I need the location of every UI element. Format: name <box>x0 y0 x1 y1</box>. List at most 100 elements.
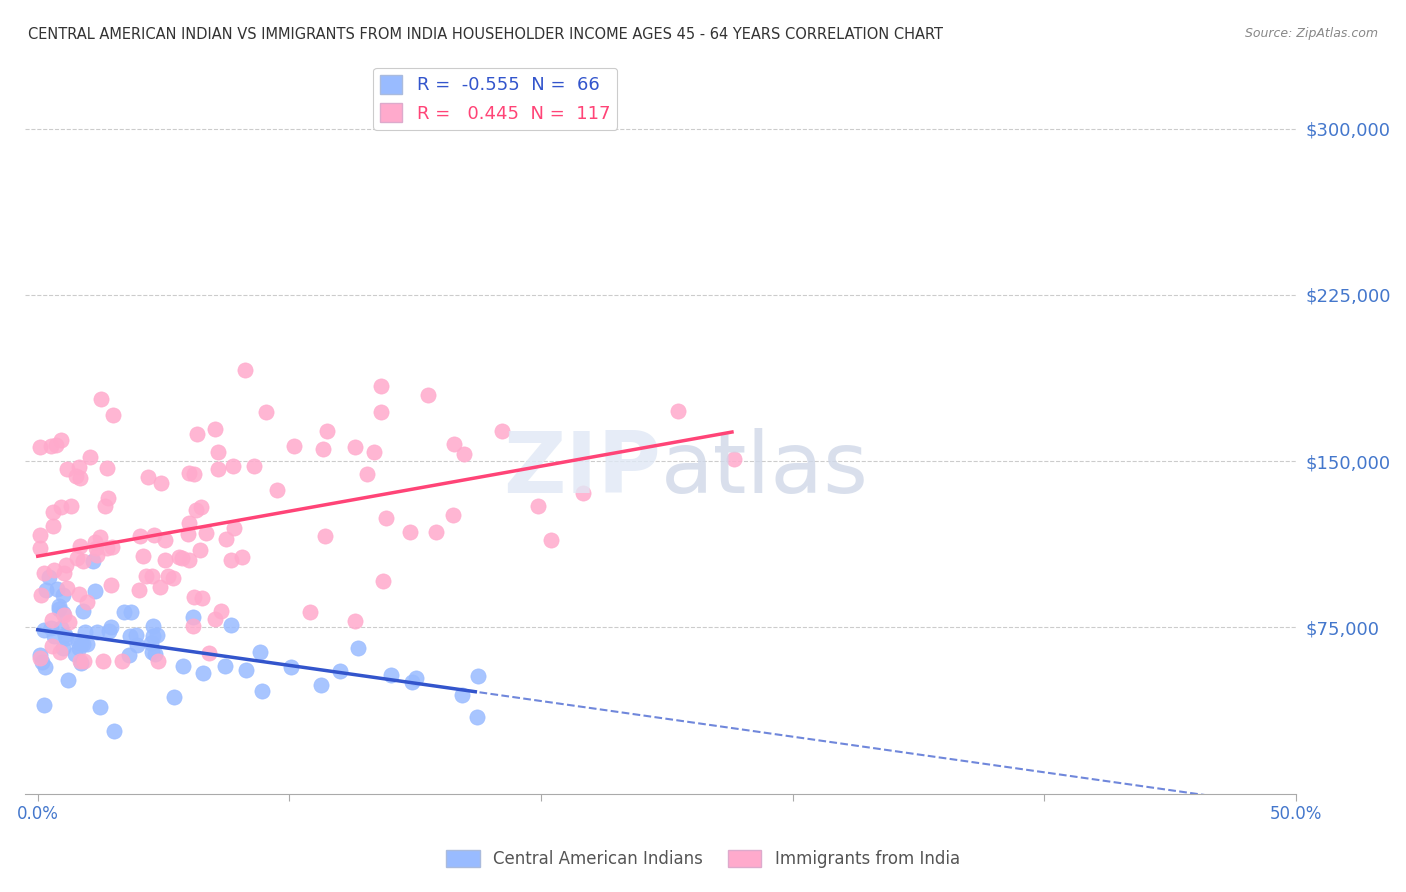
Point <box>90 392 112 407</box>
Point <box>398 524 420 539</box>
Point <box>233 363 256 377</box>
Point <box>42 505 65 519</box>
Point <box>67 587 90 601</box>
Point <box>69 539 91 553</box>
Point <box>120 629 142 643</box>
Text: Source: ZipAtlas.com: Source: ZipAtlas.com <box>1244 27 1378 40</box>
Point <box>224 521 246 535</box>
Point <box>35 582 58 597</box>
Point <box>45 582 67 596</box>
Legend: Central American Indians, Immigrants from India: Central American Indians, Immigrants fro… <box>440 843 966 875</box>
Point <box>51 621 73 635</box>
Point <box>55 558 77 572</box>
Point <box>120 605 142 619</box>
Point <box>243 459 266 474</box>
Point <box>94 499 117 513</box>
Point <box>572 485 595 500</box>
Point <box>30 648 52 662</box>
Point <box>181 610 204 624</box>
Point <box>84 583 107 598</box>
Point <box>66 635 89 649</box>
Point <box>72 554 94 568</box>
Point <box>52 641 75 656</box>
Text: atlas: atlas <box>661 428 869 511</box>
Point <box>235 663 257 677</box>
Text: CENTRAL AMERICAN INDIAN VS IMMIGRANTS FROM INDIA HOUSEHOLDER INCOME AGES 45 - 64: CENTRAL AMERICAN INDIAN VS IMMIGRANTS FR… <box>28 27 943 42</box>
Point <box>163 690 186 704</box>
Point <box>45 438 67 452</box>
Point <box>39 440 62 454</box>
Point <box>89 530 111 544</box>
Point <box>70 636 93 650</box>
Point <box>84 535 107 549</box>
Point <box>141 569 163 583</box>
Point <box>129 528 152 542</box>
Point <box>204 422 226 436</box>
Point <box>56 673 79 688</box>
Point <box>49 433 72 447</box>
Point <box>53 607 76 622</box>
Point <box>51 500 73 514</box>
Point <box>370 405 392 419</box>
Point <box>142 619 165 633</box>
Point <box>668 403 690 417</box>
Point <box>373 574 395 588</box>
Point <box>153 553 176 567</box>
Point <box>52 588 75 602</box>
Point <box>249 645 271 659</box>
Point <box>540 533 562 547</box>
Point <box>69 470 91 484</box>
Point <box>280 659 302 673</box>
Point <box>67 460 90 475</box>
Point <box>491 424 513 438</box>
Point <box>96 541 118 556</box>
Point <box>31 655 53 669</box>
Point <box>254 405 277 419</box>
Point <box>103 724 125 739</box>
Point <box>190 500 212 514</box>
Point <box>70 656 93 670</box>
Point <box>55 631 77 645</box>
Point <box>100 619 122 633</box>
Point <box>375 510 398 524</box>
Point <box>73 624 96 639</box>
Point <box>112 605 135 619</box>
Point <box>128 582 150 597</box>
Point <box>177 466 200 480</box>
Point <box>418 388 440 402</box>
Point <box>56 462 79 476</box>
Point <box>170 551 193 566</box>
Point <box>53 627 76 641</box>
Point <box>117 648 139 662</box>
Point <box>425 524 447 539</box>
Point <box>84 541 107 556</box>
Point <box>82 553 104 567</box>
Point <box>343 440 366 454</box>
Point <box>314 529 336 543</box>
Point <box>65 647 87 661</box>
Point <box>32 698 55 712</box>
Point <box>30 588 52 602</box>
Point <box>76 637 98 651</box>
Point <box>41 518 63 533</box>
Point <box>145 647 167 661</box>
Point <box>298 605 321 619</box>
Point <box>86 548 108 562</box>
Point <box>723 452 745 467</box>
Point <box>65 551 87 566</box>
Point <box>177 553 200 567</box>
Point <box>347 640 370 655</box>
Point <box>48 599 70 613</box>
Point <box>146 628 169 642</box>
Point <box>356 467 378 482</box>
Point <box>135 568 157 582</box>
Point <box>343 615 366 629</box>
Point <box>184 503 207 517</box>
Point <box>197 646 219 660</box>
Point <box>363 445 385 459</box>
Point <box>312 442 335 456</box>
Point <box>316 424 339 438</box>
Point <box>132 549 155 563</box>
Point <box>183 590 205 604</box>
Point <box>219 617 242 632</box>
